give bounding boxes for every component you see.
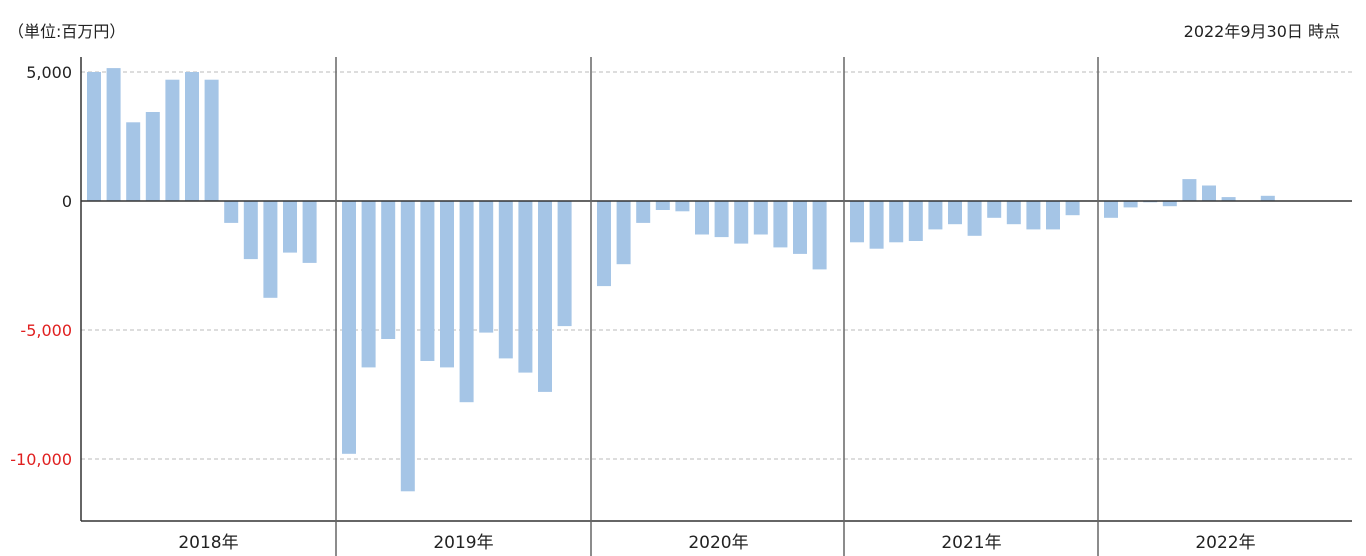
bar bbox=[1104, 201, 1118, 218]
y-tick-label: 0 bbox=[62, 192, 72, 211]
x-tick-labels: 2018年 2019年 2020年 2021年 2022年 bbox=[178, 533, 1255, 553]
bar bbox=[987, 201, 1002, 218]
bar bbox=[928, 201, 943, 230]
y-tick-labels: 5,000 0 -5,000 -10,000 bbox=[10, 63, 72, 469]
unit-label: （単位:百万円） bbox=[8, 22, 125, 41]
x-tick-label: 2022年 bbox=[1195, 533, 1255, 553]
bar bbox=[400, 201, 415, 492]
bar bbox=[243, 201, 258, 260]
bar bbox=[1026, 201, 1041, 230]
bar bbox=[734, 201, 749, 244]
as-of-date-label: 2022年9月30日 時点 bbox=[1184, 22, 1340, 41]
axes bbox=[80, 57, 1352, 556]
bar bbox=[655, 201, 670, 210]
bar bbox=[87, 72, 101, 201]
bar bbox=[1182, 179, 1197, 201]
bar bbox=[165, 79, 180, 201]
bar bbox=[1260, 195, 1275, 201]
bar bbox=[908, 201, 923, 241]
bar bbox=[850, 201, 864, 243]
bar bbox=[714, 201, 729, 238]
bar bbox=[1006, 201, 1021, 225]
bar bbox=[636, 201, 651, 223]
bar bbox=[1162, 201, 1177, 207]
x-tick-label: 2020年 bbox=[688, 533, 748, 553]
bar bbox=[1123, 201, 1138, 208]
bar bbox=[597, 201, 611, 287]
bar bbox=[1221, 197, 1236, 201]
bar bbox=[185, 72, 199, 201]
bar bbox=[126, 122, 141, 201]
bar bbox=[381, 201, 396, 339]
bar bbox=[459, 201, 474, 403]
bar bbox=[889, 201, 904, 243]
bar bbox=[1202, 185, 1216, 201]
bar bbox=[420, 201, 435, 361]
bar bbox=[753, 201, 768, 235]
bar bbox=[675, 201, 690, 212]
bar bbox=[263, 201, 278, 298]
bar bbox=[498, 201, 513, 359]
bar bbox=[869, 201, 884, 249]
x-tick-label: 2019年 bbox=[433, 533, 493, 553]
bar bbox=[479, 201, 494, 333]
bar bbox=[342, 201, 356, 454]
y-tick-label: -10,000 bbox=[10, 450, 72, 469]
bar bbox=[695, 201, 709, 235]
bar bbox=[106, 68, 121, 201]
bar bbox=[145, 112, 160, 201]
y-tick-label: -5,000 bbox=[20, 321, 72, 340]
bar bbox=[440, 201, 454, 368]
x-tick-label: 2021年 bbox=[941, 533, 1001, 553]
bar bbox=[616, 201, 631, 265]
bar bbox=[557, 201, 572, 327]
bar bbox=[361, 201, 376, 368]
bar bbox=[948, 201, 962, 225]
bar bbox=[1046, 201, 1060, 230]
bar bbox=[793, 201, 807, 254]
bar bbox=[812, 201, 827, 270]
bar bbox=[1065, 201, 1080, 216]
bar bbox=[204, 79, 219, 201]
bar bbox=[538, 201, 552, 392]
y-tick-label: 5,000 bbox=[26, 63, 72, 82]
bar bbox=[224, 201, 239, 223]
bar bbox=[967, 201, 982, 236]
x-tick-label: 2018年 bbox=[178, 533, 238, 553]
bar bbox=[283, 201, 297, 253]
bar bbox=[302, 201, 317, 263]
bar bbox=[773, 201, 788, 248]
bars bbox=[87, 68, 1275, 492]
grid-lines bbox=[81, 71, 1352, 460]
bar bbox=[518, 201, 533, 373]
